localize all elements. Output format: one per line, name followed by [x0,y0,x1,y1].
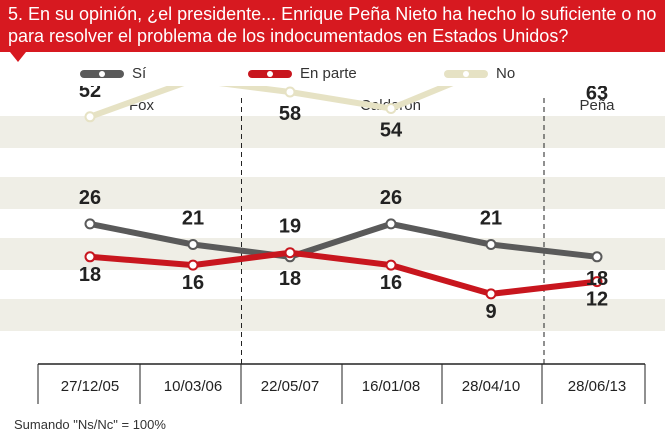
x-tick-label: 22/05/07 [261,378,319,395]
data-point-si [591,251,603,263]
data-label-si: 21 [480,208,502,230]
data-point-en-parte [485,288,497,300]
series-line-no [87,86,454,120]
data-label-no: 52 [79,86,101,102]
data-label-si: 18 [279,268,301,290]
data-point-en-parte [187,259,199,271]
data-point-en-parte [591,276,603,288]
background-band-2 [0,177,665,209]
data-point-en-parte [385,259,397,271]
x-tick-label: 27/12/05 [61,378,119,395]
series-line-en-parte [87,249,600,297]
background-band-1 [0,116,665,148]
data-point-en-parte [284,247,296,259]
question-header: 5. En su opinión, ¿el presidente... Enri… [0,0,665,52]
data-point-no [84,111,96,123]
data-point-no [284,86,296,98]
legend-label: En parte [300,65,357,82]
line-chart: 27/12/05 10/03/06 22/05/07 16/01/08 28/04/10… [0,86,665,404]
data-label-en-parte: 9 [485,301,496,323]
data-label-no: 54 [380,120,403,142]
data-point-en-parte [84,251,96,263]
legend-label: Sí [132,65,147,82]
data-label-si: 18 [586,268,608,290]
data-label-en-parte: 16 [380,272,402,294]
data-point-si [385,218,397,230]
question-line-1: 5. En su opinión, ¿el presidente... Enri… [8,4,657,24]
x-tick-label: 28/06/13 [568,378,626,395]
period-label: Peña [579,97,615,114]
legend-swatch-dot [267,71,273,77]
data-label-en-parte: 19 [279,216,301,238]
header-notch [10,52,26,62]
data-label-en-parte: 16 [182,272,204,294]
data-point-si [187,239,199,250]
legend-swatch-si [80,70,124,78]
legend: Sí En parte No [0,62,665,86]
data-label-en-parte: 18 [79,264,101,286]
data-label-no: 58 [279,103,301,125]
data-label-no: 63 [586,86,608,104]
data-label-en-parte: 12 [586,289,608,311]
x-tick-label: 28/04/10 [462,378,520,395]
series-line-si [87,220,600,260]
data-label-si: 21 [182,208,204,230]
x-tick-label: 10/03/06 [164,378,222,395]
legend-swatch-en-parte [248,70,292,78]
data-point-si [485,239,497,250]
data-label-si: 26 [79,187,101,209]
footnote: Sumando "Ns/Nc" = 100% [14,417,166,432]
data-point-si [84,218,96,230]
legend-swatch-no [444,70,488,78]
data-label-si: 26 [380,187,402,209]
background-band-4 [0,299,665,331]
legend-swatch-dot [99,71,105,77]
x-tick-label: 16/01/08 [362,378,420,395]
question-line-2: para resolver el problema de los indocum… [8,26,569,46]
data-point-no [385,103,397,114]
legend-label: No [496,65,516,82]
legend-swatch-dot [463,71,469,77]
